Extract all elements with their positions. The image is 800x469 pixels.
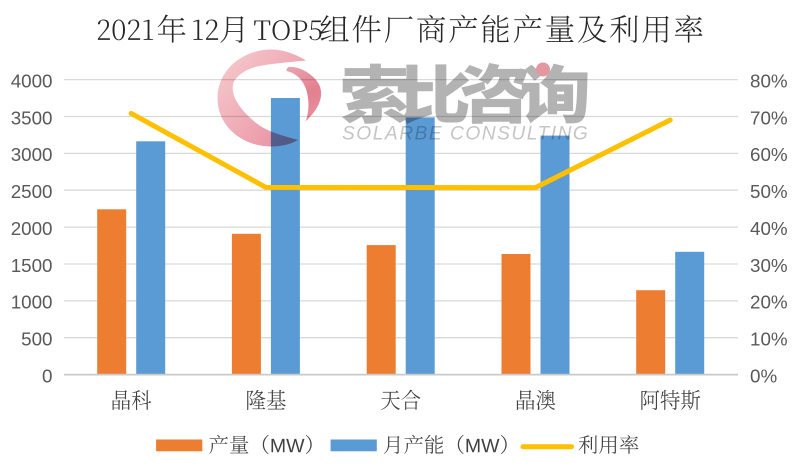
svg-text:70%: 70% bbox=[750, 107, 788, 128]
svg-text:3000: 3000 bbox=[11, 144, 53, 165]
svg-text:20%: 20% bbox=[750, 292, 788, 313]
svg-text:4000: 4000 bbox=[11, 70, 53, 91]
svg-text:2000: 2000 bbox=[11, 218, 53, 239]
svg-text:30%: 30% bbox=[750, 255, 788, 276]
svg-text:60%: 60% bbox=[750, 144, 788, 165]
svg-text:40%: 40% bbox=[750, 218, 788, 239]
svg-text:SOLARBE CONSULTING: SOLARBE CONSULTING bbox=[342, 124, 589, 145]
svg-text:1000: 1000 bbox=[11, 292, 53, 313]
svg-text:0: 0 bbox=[42, 365, 52, 386]
svg-text:3500: 3500 bbox=[11, 107, 53, 128]
svg-text:1500: 1500 bbox=[11, 255, 53, 276]
svg-text:0%: 0% bbox=[750, 365, 777, 386]
svg-text:80%: 80% bbox=[750, 70, 788, 91]
svg-text:500: 500 bbox=[21, 329, 52, 350]
svg-text:10%: 10% bbox=[750, 329, 788, 350]
svg-text:2500: 2500 bbox=[11, 181, 53, 202]
svg-text:50%: 50% bbox=[750, 181, 788, 202]
